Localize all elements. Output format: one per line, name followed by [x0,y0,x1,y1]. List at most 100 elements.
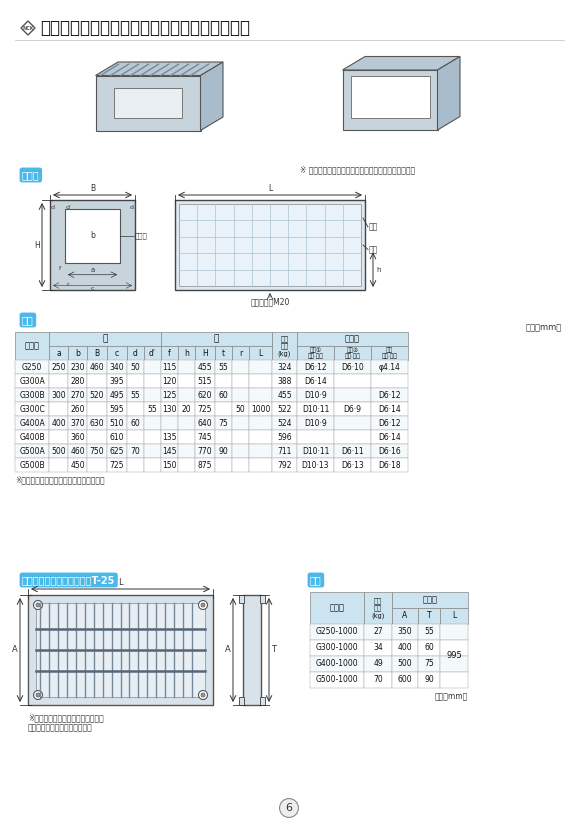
Bar [297,388,334,402]
Bar [68,346,87,360]
Text: 596: 596 [277,432,292,441]
Bar [161,360,178,374]
Text: 参考
重量
(kg): 参考 重量 (kg) [278,335,291,357]
Text: L: L [452,612,456,621]
Bar [310,624,364,640]
Bar [371,430,408,444]
Text: 55: 55 [424,627,434,636]
Text: 単位（mm）: 単位（mm） [435,692,468,701]
Bar [161,388,178,402]
Text: 495: 495 [109,391,124,400]
Text: 770: 770 [197,446,212,455]
Bar [297,360,334,374]
Bar [49,458,68,472]
Bar [87,416,107,430]
Text: B: B [94,349,100,358]
Text: D6·12: D6·12 [304,363,327,372]
Bar [195,416,215,430]
Bar [144,374,161,388]
Bar [87,346,107,360]
Text: D6·11: D6·11 [341,446,364,455]
Text: h: h [184,349,189,358]
Bar [68,360,87,374]
Text: 460: 460 [90,363,104,372]
Text: 50: 50 [131,363,140,372]
Bar [36,603,205,697]
Bar [161,458,178,472]
Text: 参考
重量
(kg): 参考 重量 (kg) [371,597,384,619]
Bar [50,200,135,290]
Bar [144,458,161,472]
Bar [249,374,272,388]
Bar [49,402,68,416]
Bar [392,656,418,672]
Bar [215,458,232,472]
Bar [127,346,144,360]
Bar [175,200,365,290]
Bar [195,430,215,444]
Text: 横筋①
径径·本数: 横筋① 径径·本数 [307,347,324,359]
Text: G250-1000: G250-1000 [316,627,358,636]
Text: 524: 524 [277,419,292,428]
Text: A: A [402,612,408,621]
Text: 120: 120 [162,377,177,386]
Text: 460: 460 [70,446,85,455]
Bar [144,430,161,444]
Circle shape [201,693,205,697]
Polygon shape [96,62,223,75]
Text: 600: 600 [398,676,412,685]
Text: 150: 150 [162,460,177,469]
Bar [127,388,144,402]
Text: D6·12: D6·12 [378,419,401,428]
Text: G300-1000: G300-1000 [316,644,358,653]
Text: 711: 711 [277,446,292,455]
Text: L: L [268,184,272,193]
Text: 745: 745 [197,432,212,441]
Bar [107,374,127,388]
Text: 145: 145 [162,446,177,455]
Bar [178,444,195,458]
Text: 法: 法 [214,334,219,343]
Text: 630: 630 [90,419,104,428]
Bar [15,444,49,458]
Text: a: a [90,267,94,273]
Bar [15,402,49,416]
Bar [297,374,334,388]
Bar [87,402,107,416]
Bar [249,444,272,458]
Text: 寸　法: 寸 法 [423,595,438,604]
Text: 55: 55 [219,363,228,372]
Text: 230: 230 [70,363,85,372]
Text: 寸: 寸 [102,334,108,343]
Bar [392,592,468,608]
Bar [232,402,249,416]
Bar [371,388,408,402]
Text: φ4.14: φ4.14 [379,363,401,372]
Text: 横筋: 横筋 [369,245,378,254]
Bar [440,672,468,688]
Text: ※ 角欠け防止アングル入りもあります。（受注生産）: ※ 角欠け防止アングル入りもあります。（受注生産） [300,165,415,174]
Bar [297,444,334,458]
Bar [68,388,87,402]
Bar [297,430,334,444]
Bar [107,416,127,430]
Bar [310,672,364,688]
Bar [68,402,87,416]
Bar [334,346,371,360]
Bar [144,402,161,416]
Polygon shape [343,57,460,70]
Text: D10·13: D10·13 [302,460,329,469]
Text: G400A: G400A [19,419,45,428]
Text: T: T [427,612,431,621]
Bar [127,430,144,444]
Text: H: H [202,349,208,358]
Text: 135: 135 [162,432,177,441]
Bar [350,76,430,119]
Text: 455: 455 [277,391,292,400]
Text: D10·11: D10·11 [302,405,329,414]
Bar [49,430,68,444]
Bar [15,458,49,472]
Text: d: d [133,349,138,358]
Bar [371,458,408,472]
Text: グレーチング蓋（固定式）T-25: グレーチング蓋（固定式）T-25 [22,575,115,585]
